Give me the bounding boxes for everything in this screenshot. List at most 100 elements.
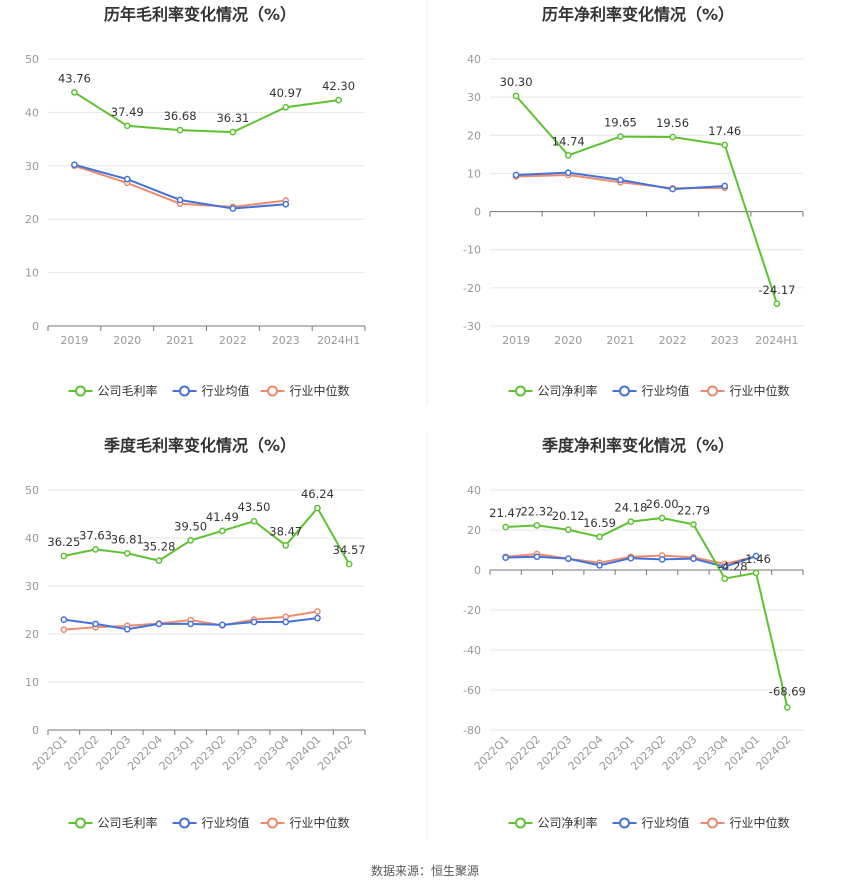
data-point-company bbox=[721, 575, 729, 582]
data-point-company bbox=[658, 514, 666, 522]
data-label: 38.47 bbox=[269, 524, 302, 538]
data-label: 36.68 bbox=[164, 109, 197, 123]
data-point-mean bbox=[512, 171, 520, 179]
series-line-company bbox=[73, 91, 339, 134]
y-tick-label: 10 bbox=[467, 167, 481, 180]
legend-item-company: 公司毛利率 bbox=[68, 815, 158, 830]
data-point-median bbox=[282, 613, 290, 621]
legend-marker bbox=[179, 385, 190, 397]
y-tick-label: 0 bbox=[32, 320, 39, 333]
y-tick-label: 0 bbox=[474, 564, 481, 577]
x-tick-label: 2024H1 bbox=[755, 334, 798, 347]
y-tick-label: -30 bbox=[463, 320, 481, 333]
data-point-mean bbox=[721, 182, 729, 190]
chart-title: 历年毛利率变化情况（%） bbox=[104, 5, 296, 24]
data-label: 41.49 bbox=[206, 510, 239, 524]
y-tick-label: -80 bbox=[463, 724, 481, 737]
legend-label: 行业中位数 bbox=[730, 815, 790, 830]
data-point-company bbox=[690, 521, 697, 528]
legend-marker bbox=[707, 817, 718, 829]
data-label: 42.30 bbox=[322, 79, 355, 93]
legend-label: 行业均值 bbox=[202, 383, 250, 398]
legend-item-median: 行业中位数 bbox=[700, 815, 790, 830]
data-point-mean bbox=[752, 552, 760, 560]
data-label: 36.25 bbox=[47, 535, 80, 549]
legend-item-company: 公司净利率 bbox=[508, 383, 598, 398]
data-point-mean bbox=[176, 196, 184, 204]
data-point-company bbox=[721, 141, 729, 149]
legend-item-mean: 行业均值 bbox=[612, 815, 690, 830]
legend-label: 公司净利率 bbox=[538, 815, 598, 830]
data-label: 40.97 bbox=[269, 86, 302, 100]
legend-item-company: 公司毛利率 bbox=[68, 383, 158, 398]
data-label: 43.50 bbox=[238, 500, 271, 514]
chart-panel-2: 历年净利率变化情况（%） -30 -20 -10 0 10 20 30 40 2019 2020 20… bbox=[463, 5, 804, 398]
legend-label: 行业均值 bbox=[642, 815, 690, 830]
data-point-company bbox=[282, 103, 290, 111]
legend-item-mean: 行业均值 bbox=[612, 383, 690, 398]
x-tick-label: 2020 bbox=[113, 334, 141, 347]
legend-marker bbox=[619, 817, 630, 829]
y-tick-label: 30 bbox=[467, 91, 481, 104]
x-tick-label: 2021 bbox=[166, 334, 194, 347]
legend-label: 公司净利率 bbox=[538, 383, 598, 398]
chart-panel-3: 季度毛利率变化情况（%）010203040502022Q12022Q22022Q… bbox=[25, 436, 366, 830]
data-label: 20.12 bbox=[552, 509, 585, 523]
data-point-mean bbox=[123, 625, 131, 633]
data-point-mean bbox=[155, 620, 163, 628]
chart-title: 季度净利率变化情况（%） bbox=[541, 436, 734, 455]
y-tick-label: 20 bbox=[25, 628, 39, 641]
x-tick-label: 2023 bbox=[272, 334, 300, 347]
data-point-company bbox=[669, 133, 676, 141]
legend-label: 行业中位数 bbox=[290, 815, 350, 830]
data-label: 24.18 bbox=[614, 501, 647, 515]
legend-marker bbox=[515, 385, 526, 397]
x-tick-label: 2021 bbox=[606, 334, 634, 347]
data-point-mean bbox=[617, 176, 624, 184]
data-label: -24.17 bbox=[758, 283, 795, 297]
x-tick-label: 2019 bbox=[60, 334, 88, 347]
data-label: 14.74 bbox=[552, 134, 585, 148]
legend-label: 公司毛利率 bbox=[98, 815, 158, 830]
data-label: 35.28 bbox=[142, 540, 175, 554]
legend-item-mean: 行业均值 bbox=[172, 383, 250, 398]
legend-item-median: 行业中位数 bbox=[260, 383, 350, 398]
data-point-company bbox=[502, 523, 509, 531]
data-point-company bbox=[596, 533, 603, 541]
y-tick-label: -20 bbox=[463, 282, 481, 295]
x-tick-label: 2024Q2 bbox=[315, 733, 355, 773]
data-point-mean bbox=[533, 553, 541, 561]
series-line-company bbox=[505, 516, 789, 708]
data-label: 37.63 bbox=[79, 528, 112, 542]
legend-item-median: 行业中位数 bbox=[700, 383, 790, 398]
data-point-mean bbox=[187, 620, 194, 628]
data-point-mean bbox=[282, 200, 290, 208]
y-tick-label: -60 bbox=[463, 684, 481, 697]
data-point-company bbox=[282, 541, 290, 549]
y-tick-label: -40 bbox=[463, 644, 481, 657]
series-line-company bbox=[63, 506, 351, 565]
y-tick-label: -20 bbox=[463, 604, 481, 617]
data-label: 22.32 bbox=[520, 504, 553, 518]
data-point-company bbox=[784, 704, 791, 711]
legend-item-median: 行业中位数 bbox=[260, 815, 350, 830]
legend-label: 行业中位数 bbox=[730, 383, 790, 398]
data-label: 43.76 bbox=[58, 71, 91, 85]
data-point-mean bbox=[690, 555, 697, 562]
legend-marker bbox=[179, 817, 190, 829]
data-point-company bbox=[187, 537, 194, 544]
x-tick-label: 2024H1 bbox=[317, 334, 360, 347]
data-point-company bbox=[314, 504, 321, 512]
data-label: 17.46 bbox=[708, 124, 741, 138]
legend-marker bbox=[75, 385, 86, 397]
data-point-mean bbox=[92, 620, 99, 628]
data-point-mean bbox=[669, 185, 676, 193]
series-line-company bbox=[515, 95, 778, 305]
data-point-company bbox=[250, 517, 258, 525]
y-tick-label: 40 bbox=[467, 484, 481, 497]
data-point-mean bbox=[596, 562, 603, 569]
x-tick-label: 2022 bbox=[659, 334, 687, 347]
legend-marker bbox=[267, 817, 278, 829]
data-point-mean bbox=[60, 616, 68, 623]
